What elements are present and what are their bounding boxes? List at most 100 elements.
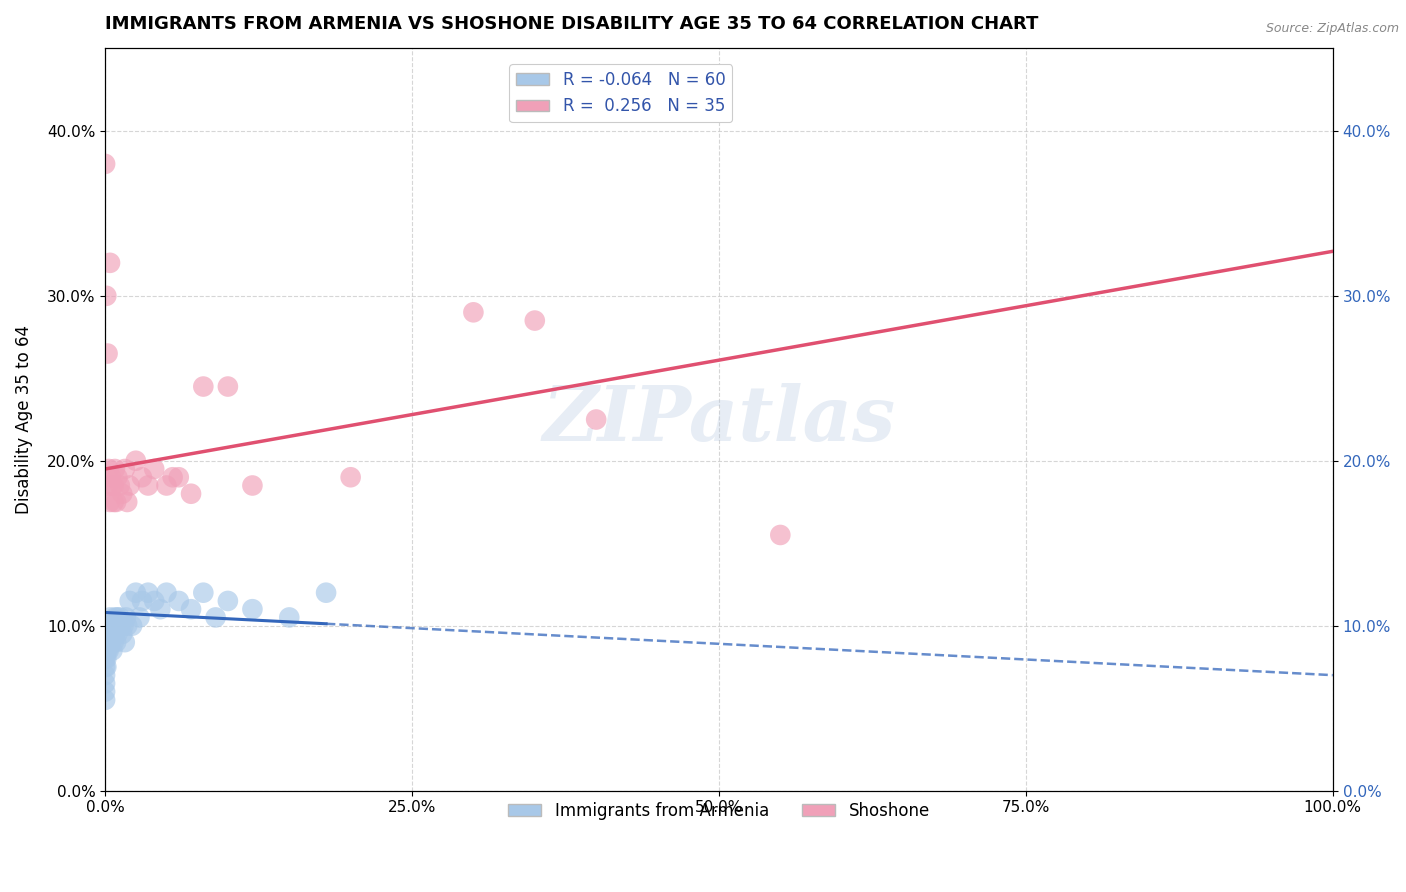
Point — [100, 470, 122, 484]
Point — [523, 313, 546, 327]
Point — [114, 635, 136, 649]
Point — [97, 346, 120, 360]
Point — [94, 676, 117, 690]
Point — [112, 618, 135, 632]
Point — [143, 462, 166, 476]
Point — [463, 305, 485, 319]
Text: IMMIGRANTS FROM ARMENIA VS SHOSHONE DISABILITY AGE 35 TO 64 CORRELATION CHART: IMMIGRANTS FROM ARMENIA VS SHOSHONE DISA… — [105, 15, 1039, 33]
Point — [101, 478, 124, 492]
Point — [96, 643, 118, 657]
Point — [136, 478, 159, 492]
Point — [105, 470, 128, 484]
Point — [242, 478, 264, 492]
Point — [155, 478, 177, 492]
Point — [125, 585, 148, 599]
Point — [94, 627, 117, 641]
Point — [769, 528, 792, 542]
Point — [97, 643, 120, 657]
Point — [585, 412, 607, 426]
Point — [115, 610, 138, 624]
Point — [131, 594, 153, 608]
Point — [96, 635, 118, 649]
Point — [108, 610, 131, 624]
Point — [315, 585, 337, 599]
Point — [103, 478, 125, 492]
Point — [162, 470, 184, 484]
Point — [96, 289, 118, 303]
Point — [94, 618, 117, 632]
Point — [193, 379, 215, 393]
Point — [105, 495, 128, 509]
Point — [94, 660, 117, 674]
Point — [131, 470, 153, 484]
Point — [96, 651, 118, 665]
Point — [128, 610, 150, 624]
Point — [143, 594, 166, 608]
Point — [100, 635, 122, 649]
Point — [103, 495, 125, 509]
Y-axis label: Disability Age 35 to 64: Disability Age 35 to 64 — [15, 325, 32, 514]
Point — [100, 618, 122, 632]
Legend: Immigrants from Armenia, Shoshone: Immigrants from Armenia, Shoshone — [501, 796, 936, 827]
Point — [97, 478, 120, 492]
Point — [125, 454, 148, 468]
Point — [167, 470, 190, 484]
Point — [111, 487, 134, 501]
Point — [98, 627, 121, 641]
Text: ZIPatlas: ZIPatlas — [543, 383, 896, 457]
Point — [105, 618, 128, 632]
Point — [110, 618, 132, 632]
Point — [111, 627, 134, 641]
Point — [97, 635, 120, 649]
Point — [167, 594, 190, 608]
Point — [97, 643, 120, 657]
Point — [193, 585, 215, 599]
Point — [96, 660, 118, 674]
Point — [105, 635, 128, 649]
Point — [217, 379, 239, 393]
Point — [104, 627, 127, 641]
Point — [103, 635, 125, 649]
Point — [118, 478, 141, 492]
Point — [136, 585, 159, 599]
Point — [94, 635, 117, 649]
Point — [104, 462, 127, 476]
Point — [114, 462, 136, 476]
Point — [107, 618, 129, 632]
Text: Source: ZipAtlas.com: Source: ZipAtlas.com — [1265, 22, 1399, 36]
Point — [242, 602, 264, 616]
Point — [94, 684, 117, 698]
Point — [94, 651, 117, 665]
Point — [108, 478, 131, 492]
Point — [121, 618, 143, 632]
Point — [155, 585, 177, 599]
Point — [97, 627, 120, 641]
Point — [94, 643, 117, 657]
Point — [97, 462, 120, 476]
Point — [204, 610, 226, 624]
Point — [339, 470, 361, 484]
Point — [103, 618, 125, 632]
Point — [104, 610, 127, 624]
Point — [149, 602, 172, 616]
Point — [105, 627, 128, 641]
Point — [97, 618, 120, 632]
Point — [94, 693, 117, 707]
Point — [278, 610, 301, 624]
Point — [105, 610, 128, 624]
Point — [96, 618, 118, 632]
Point — [94, 668, 117, 682]
Point — [98, 256, 121, 270]
Point — [118, 594, 141, 608]
Point — [180, 487, 202, 501]
Point — [180, 602, 202, 616]
Point — [101, 627, 124, 641]
Point — [115, 495, 138, 509]
Point — [217, 594, 239, 608]
Point — [98, 610, 121, 624]
Point — [97, 618, 120, 632]
Point — [115, 618, 138, 632]
Point — [94, 157, 117, 171]
Point — [101, 643, 124, 657]
Point — [98, 495, 121, 509]
